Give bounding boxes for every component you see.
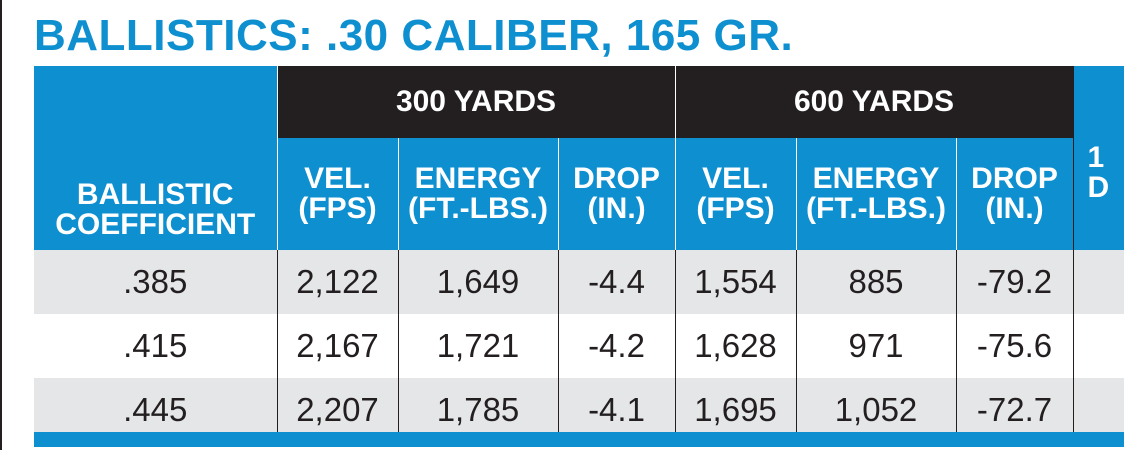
cell-vel-300: 2,207 bbox=[276, 378, 398, 442]
cell-drop-600: -72.7 bbox=[955, 378, 1073, 442]
page-title: BALLISTICS: .30 CALIBER, 165 GR. bbox=[34, 11, 794, 60]
cell-vel-300: 2,167 bbox=[276, 314, 398, 378]
cell-energy-300: 1,721 bbox=[397, 314, 558, 378]
clipped-header-line-2: D bbox=[1087, 171, 1110, 204]
cell-energy-600: 1,052 bbox=[795, 378, 956, 442]
table-row: .415 2,167 1,721 -4.2 1,628 971 -75.6 bbox=[34, 314, 1124, 378]
column-header-line: (FT.-LBS.) bbox=[806, 192, 946, 225]
cell-drop-300: -4.1 bbox=[557, 378, 675, 442]
column-header-line: BALLISTIC bbox=[76, 178, 234, 211]
column-header-line: VEL. bbox=[304, 162, 371, 195]
cell-drop-600: -79.2 bbox=[955, 250, 1073, 314]
group-header-row: 300 YARDS 600 YARDS 1 D bbox=[34, 66, 1124, 250]
column-header-line: DROP bbox=[971, 162, 1058, 195]
column-header-line: ENERGY bbox=[414, 162, 542, 195]
ballistics-table: 300 YARDS 600 YARDS 1 D BALLISTIC COEFFI… bbox=[34, 66, 1124, 442]
column-header-drop-600: DROP (IN.) bbox=[955, 138, 1073, 250]
column-header-energy-600: ENERGY (FT.-LBS.) bbox=[795, 138, 956, 250]
cell-bc: .385 bbox=[34, 250, 277, 314]
clipped-header-line-1: 1 bbox=[1087, 141, 1105, 174]
clipped-header: 1 D bbox=[1072, 66, 1124, 250]
cell-vel-600: 1,554 bbox=[674, 250, 796, 314]
cell-energy-600: 885 bbox=[795, 250, 956, 314]
left-rule bbox=[0, 0, 2, 450]
group-header-600-yards: 600 YARDS bbox=[674, 66, 1073, 138]
header-corner bbox=[34, 66, 277, 138]
column-header-line: (FPS) bbox=[298, 192, 377, 225]
column-header-row: BALLISTIC COEFFICIENT VEL. (FPS) ENERGY … bbox=[34, 138, 1124, 250]
cell-drop-300: -4.4 bbox=[557, 250, 675, 314]
table-row: .385 2,122 1,649 -4.4 1,554 885 -79.2 bbox=[34, 250, 1124, 314]
cell-vel-600: 1,628 bbox=[674, 314, 796, 378]
column-header-line: (FT.-LBS.) bbox=[408, 192, 548, 225]
column-header-energy-300: ENERGY (FT.-LBS.) bbox=[397, 138, 558, 250]
cell-clipped bbox=[1072, 250, 1124, 314]
group-header-300-yards: 300 YARDS bbox=[276, 66, 675, 138]
cell-clipped bbox=[1072, 378, 1124, 442]
cell-drop-300: -4.2 bbox=[557, 314, 675, 378]
cell-energy-300: 1,785 bbox=[397, 378, 558, 442]
column-header-line: (FPS) bbox=[696, 192, 775, 225]
cell-vel-300: 2,122 bbox=[276, 250, 398, 314]
column-header-ballistic-coefficient: BALLISTIC COEFFICIENT bbox=[34, 138, 277, 250]
column-header-line: (IN.) bbox=[985, 192, 1044, 225]
column-header-line: COEFFICIENT bbox=[55, 208, 256, 241]
bottom-accent-bar bbox=[34, 432, 1124, 447]
cell-energy-300: 1,649 bbox=[397, 250, 558, 314]
column-header-vel-600: VEL. (FPS) bbox=[674, 138, 796, 250]
column-header-line: DROP bbox=[573, 162, 660, 195]
cell-energy-600: 971 bbox=[795, 314, 956, 378]
cell-clipped bbox=[1072, 314, 1124, 378]
column-header-line: VEL. bbox=[702, 162, 769, 195]
cell-drop-600: -75.6 bbox=[955, 314, 1073, 378]
cell-vel-600: 1,695 bbox=[674, 378, 796, 442]
cell-bc: .445 bbox=[34, 378, 277, 442]
table-row: .445 2,207 1,785 -4.1 1,695 1,052 -72.7 bbox=[34, 378, 1124, 442]
column-header-line: (IN.) bbox=[587, 192, 646, 225]
cell-bc: .415 bbox=[34, 314, 277, 378]
column-header-vel-300: VEL. (FPS) bbox=[276, 138, 398, 250]
column-header-drop-300: DROP (IN.) bbox=[557, 138, 675, 250]
column-header-line: ENERGY bbox=[812, 162, 940, 195]
